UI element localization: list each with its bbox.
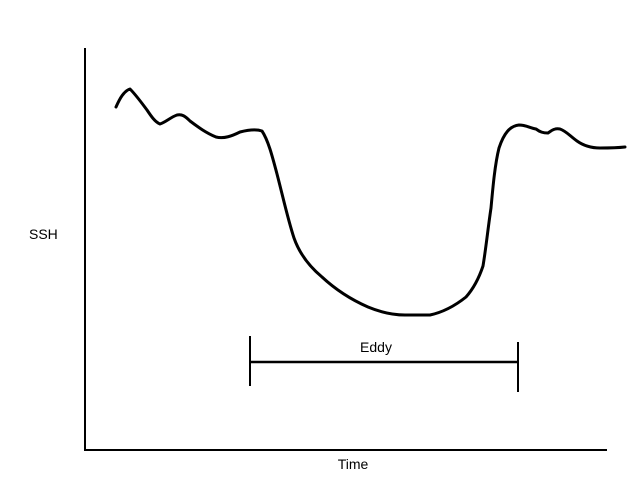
ssh-curve bbox=[114, 87, 627, 317]
eddy-span-label: Eddy bbox=[360, 339, 392, 355]
y-axis-label: SSH bbox=[29, 226, 58, 242]
x-axis-label: Time bbox=[338, 456, 369, 472]
